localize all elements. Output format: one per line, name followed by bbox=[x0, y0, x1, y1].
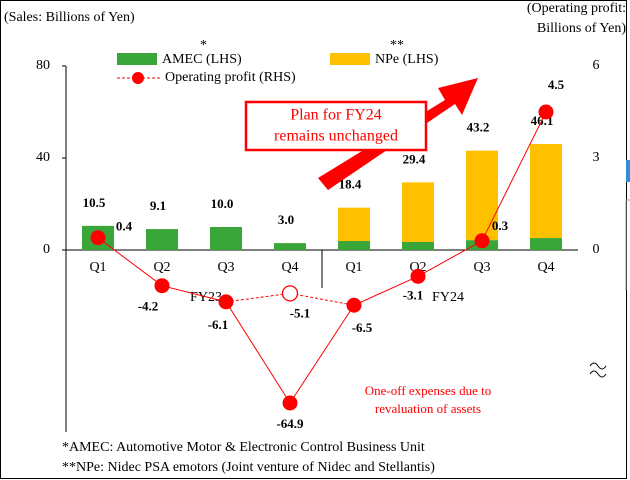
y-tick-label: 80 bbox=[36, 58, 50, 73]
axis-break bbox=[589, 362, 607, 378]
profit-label: 0.3 bbox=[492, 218, 509, 233]
legend-label: NPe (LHS) bbox=[375, 52, 439, 67]
profit-marker bbox=[538, 104, 554, 120]
legend-swatch bbox=[117, 53, 157, 65]
legend-mark: * bbox=[200, 38, 207, 53]
profit-label: -6.5 bbox=[352, 320, 373, 335]
profit-marker bbox=[410, 268, 426, 284]
x-tick-label: Q2 bbox=[153, 260, 170, 275]
total-label: 43.2 bbox=[467, 120, 490, 135]
bar bbox=[530, 143, 562, 239]
annotation: One-off expenses due to bbox=[365, 383, 491, 398]
profit-marker bbox=[282, 395, 298, 411]
legend: AMEC (LHS) * NPe (LHS) ** Operating prof… bbox=[117, 38, 439, 85]
profit-label: -3.1 bbox=[403, 287, 424, 302]
profit-marker bbox=[474, 233, 490, 249]
bar bbox=[338, 241, 370, 250]
total-label: 10.0 bbox=[211, 196, 234, 211]
x-tick-label: Q1 bbox=[89, 260, 106, 275]
profit-marker bbox=[154, 278, 170, 294]
bar bbox=[530, 238, 562, 250]
x-tick-label: Q4 bbox=[537, 260, 554, 275]
bar bbox=[210, 227, 242, 250]
bar bbox=[274, 243, 306, 250]
plan-marker bbox=[281, 285, 299, 302]
legend-swatch bbox=[330, 53, 370, 65]
x-tick-label: Q3 bbox=[473, 260, 490, 275]
profit-marker bbox=[90, 230, 106, 246]
profit-line bbox=[97, 111, 547, 404]
y2-axis-label: Billions of Yen) bbox=[537, 21, 626, 36]
profit-label: -4.2 bbox=[138, 299, 159, 314]
y2-tick-label: 0 bbox=[593, 242, 600, 257]
bar bbox=[402, 182, 434, 242]
group-label: FY23 bbox=[190, 290, 222, 305]
bar bbox=[146, 229, 178, 250]
plan-label: -5.1 bbox=[290, 305, 311, 320]
bar bbox=[466, 150, 498, 241]
legend-marker bbox=[132, 72, 144, 84]
y-axis-label: (Sales: Billions of Yen) bbox=[4, 10, 135, 25]
profit-label: -6.1 bbox=[208, 317, 229, 332]
legend-mark: ** bbox=[390, 38, 404, 53]
total-label: 9.1 bbox=[150, 198, 166, 213]
plan-line bbox=[225, 292, 355, 306]
total-label: 29.4 bbox=[403, 151, 426, 166]
y2-axis-label: (Operating profit: bbox=[527, 1, 626, 16]
edge-widget bbox=[625, 199, 630, 290]
annotation: revaluation of assets bbox=[375, 401, 481, 416]
edge-widget bbox=[626, 160, 630, 182]
legend-label: Operating profit (RHS) bbox=[165, 70, 296, 85]
annotation-box bbox=[244, 100, 428, 152]
footnote: **NPe: Nidec PSA emotors (Joint venture … bbox=[62, 460, 435, 475]
x-tick-label: Q3 bbox=[217, 260, 234, 275]
x-tick-label: Q4 bbox=[281, 260, 298, 275]
bar bbox=[402, 241, 434, 250]
profit-marker bbox=[346, 297, 362, 313]
footnote: *AMEC: Automotive Motor & Electronic Con… bbox=[62, 440, 425, 455]
total-label: 10.5 bbox=[83, 195, 106, 210]
y-tick-label: 40 bbox=[36, 150, 50, 165]
profit-label: -64.9 bbox=[276, 416, 304, 431]
total-label: 3.0 bbox=[278, 212, 294, 227]
y2-tick-label: 6 bbox=[593, 58, 600, 73]
y-tick-label: 0 bbox=[43, 242, 50, 257]
x-tick-label: Q1 bbox=[345, 260, 362, 275]
annotation: remains unchanged bbox=[274, 128, 398, 145]
profit-label: 4.5 bbox=[548, 77, 565, 92]
legend-label: AMEC (LHS) bbox=[162, 52, 242, 67]
profit-marker bbox=[218, 294, 234, 310]
y2-tick-label: 3 bbox=[593, 150, 600, 165]
profit-label: 0.4 bbox=[116, 219, 133, 234]
group-label: FY24 bbox=[432, 290, 464, 305]
total-label: 18.4 bbox=[339, 177, 362, 192]
bar bbox=[338, 207, 370, 242]
annotation: Plan for FY24 bbox=[290, 107, 382, 124]
